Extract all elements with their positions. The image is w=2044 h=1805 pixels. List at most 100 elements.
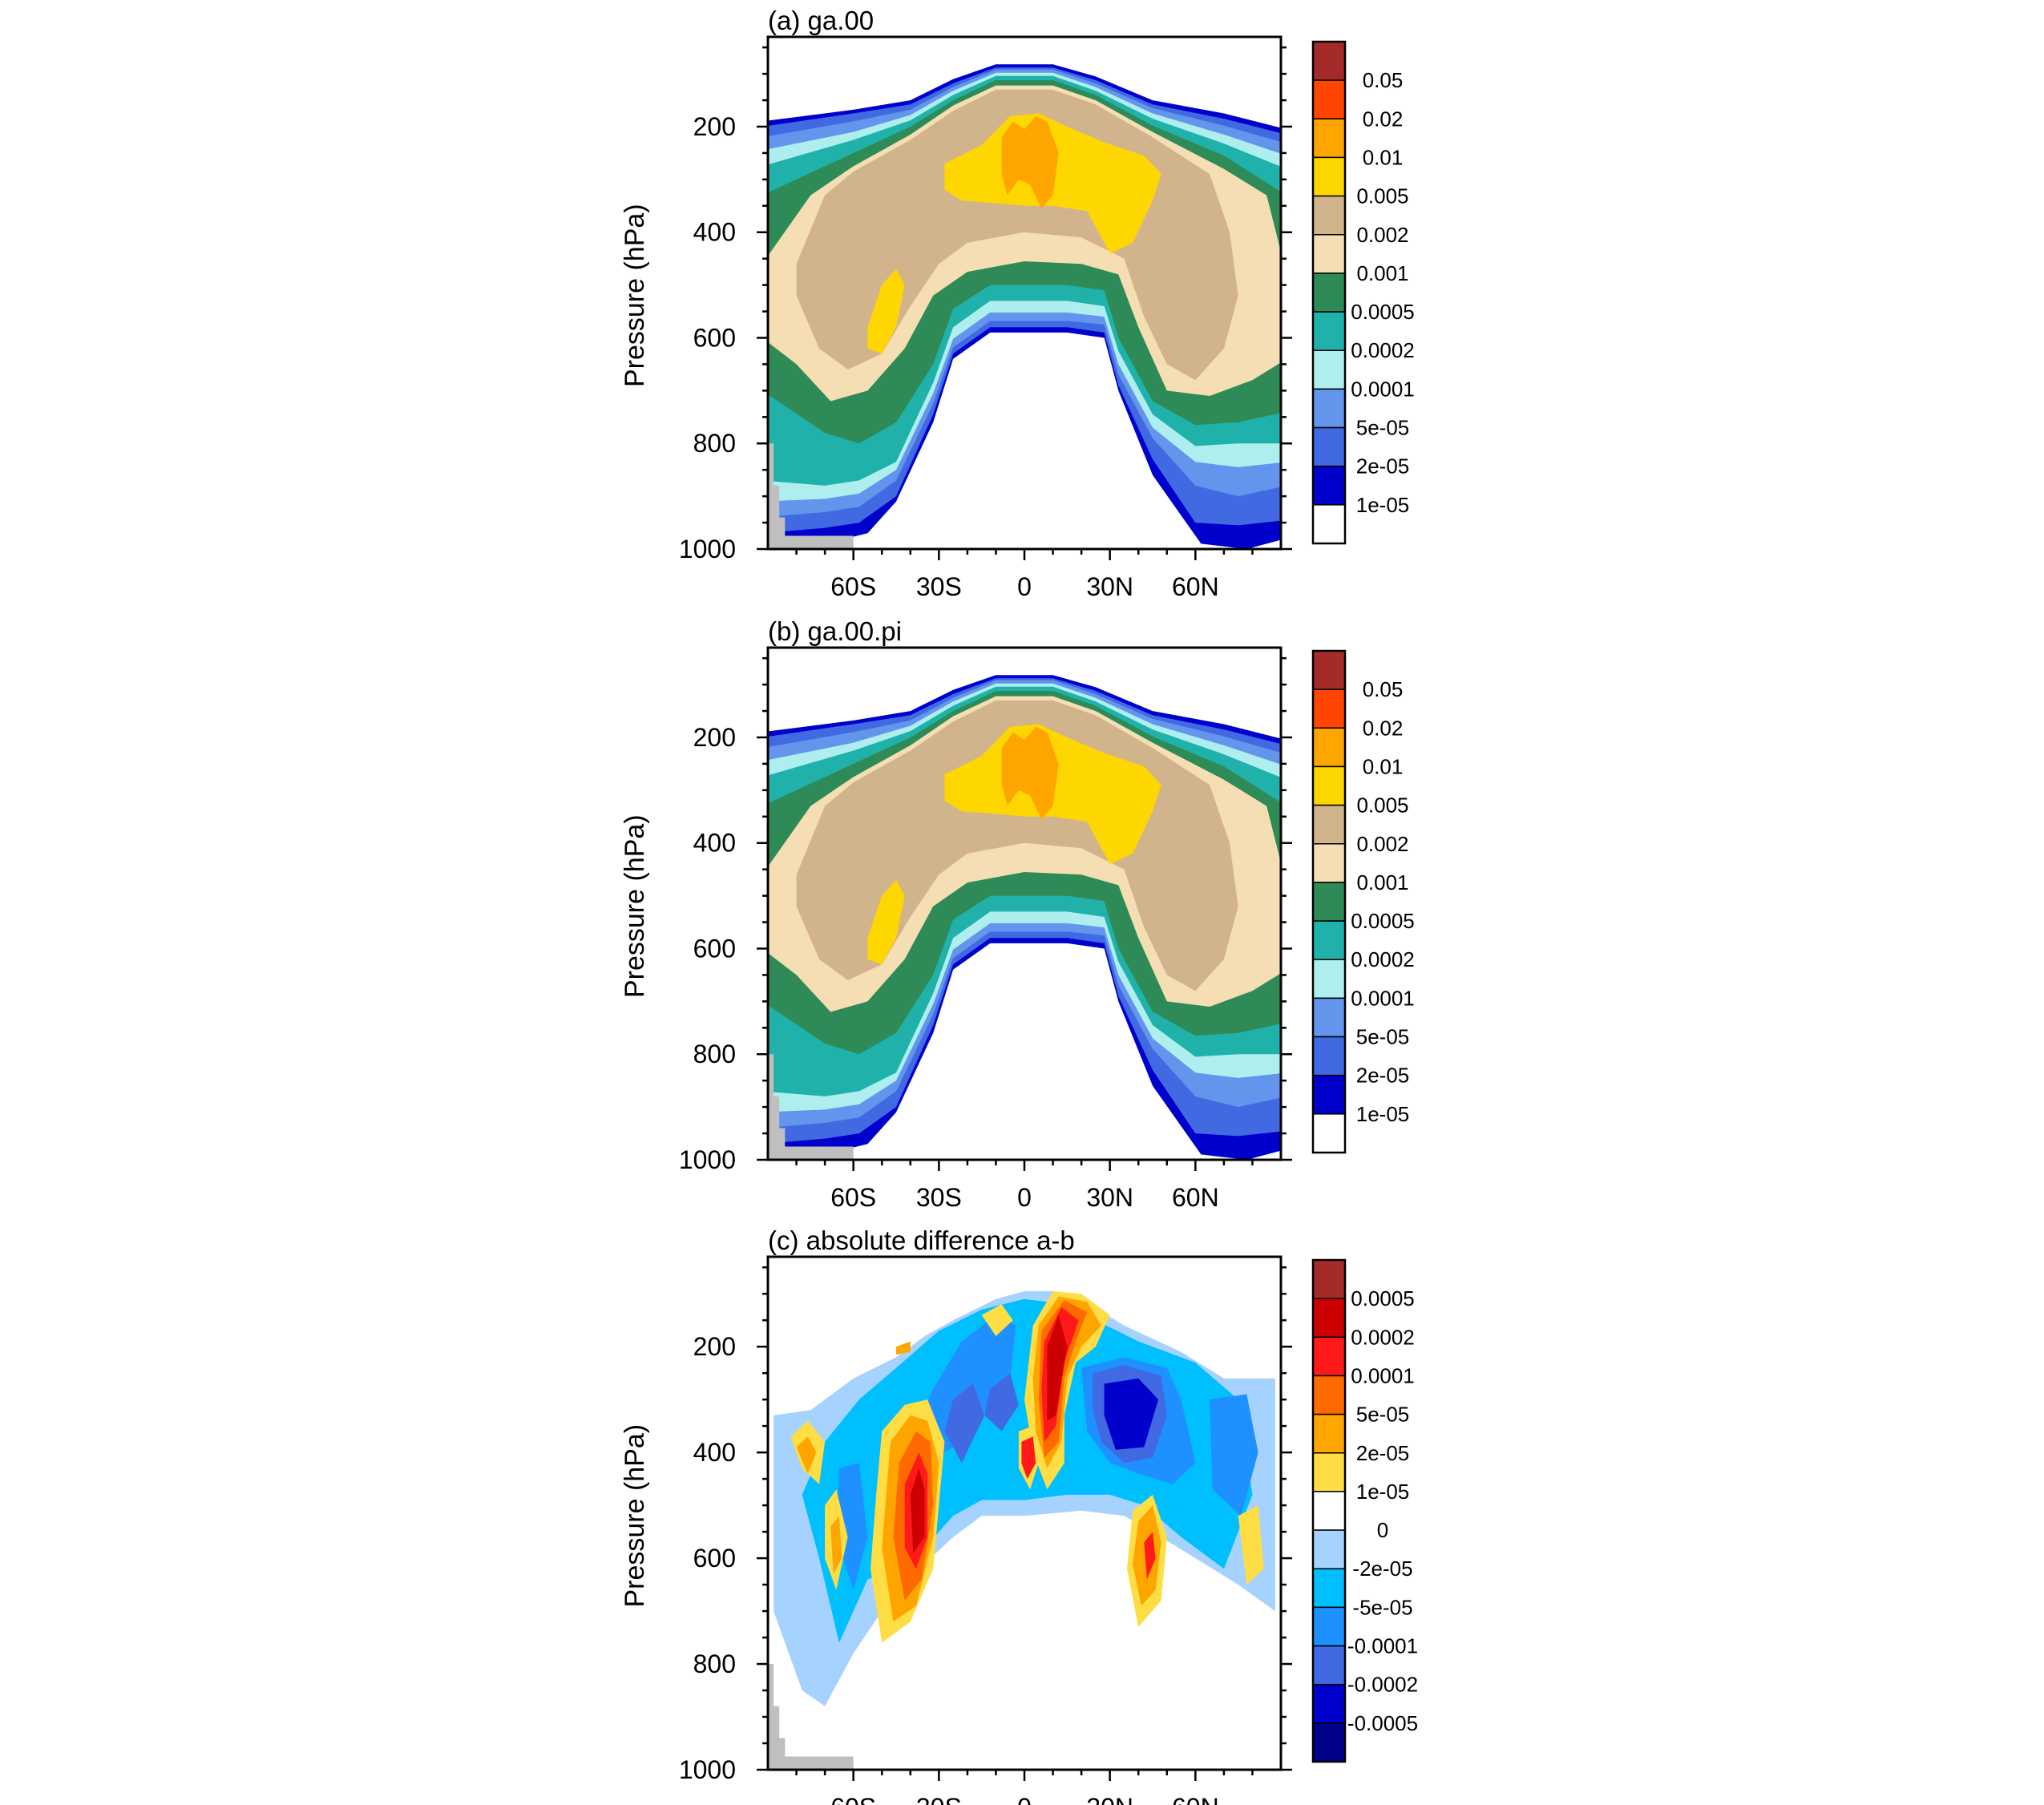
x-tick-label: 30N: [1086, 1793, 1133, 1805]
colorbar-swatch: [1312, 843, 1346, 883]
colorbar-label: 0.0002: [1351, 1325, 1415, 1349]
contour-band: [981, 1304, 1013, 1336]
colorbar-label: 0: [1377, 1518, 1388, 1542]
colorbar-swatch: [1312, 41, 1346, 81]
colorbar-label: -0.0001: [1347, 1634, 1418, 1658]
land-mask: [768, 1664, 854, 1770]
x-tick-label: 60S: [830, 1793, 876, 1805]
colorbar-label: 0.0002: [1351, 947, 1415, 971]
colorbar-swatch: [1312, 1259, 1346, 1299]
colorbar-swatch: [1312, 804, 1346, 845]
colorbar-label: 1e-05: [1356, 1102, 1410, 1126]
colorbar-swatch: [1312, 156, 1346, 197]
colorbar-swatch: [1312, 1413, 1346, 1454]
contour-band: [1144, 1532, 1156, 1580]
x-tick-label: 0: [1017, 572, 1032, 601]
contour-band: [1238, 1505, 1264, 1585]
colorbar-swatch: [1312, 1452, 1346, 1492]
colorbar-label: 0.05: [1363, 68, 1404, 92]
colorbar-swatch: [1312, 1568, 1346, 1609]
colorbar-label: 0.005: [1356, 793, 1408, 818]
colorbar-swatch: [1312, 1036, 1346, 1076]
y-axis-label: Pressure (hPa): [620, 1424, 650, 1608]
y-tick-label: 800: [693, 1040, 736, 1068]
colorbar-swatch: [1312, 388, 1346, 429]
colorbar-swatch: [1312, 727, 1346, 768]
colorbar-frame: [1311, 649, 1347, 1154]
colorbar-swatch: [1312, 1529, 1346, 1569]
x-tick-label: 0: [1017, 1183, 1032, 1212]
panel-0: 200 400 600 800 1000 60S 30S 0 30N 60N (a) ga.00 Pr…: [620, 6, 1415, 601]
y-tick-label: 400: [693, 1438, 736, 1467]
colorbar-label: -0.0005: [1347, 1711, 1418, 1735]
contour-band: [1210, 1394, 1258, 1516]
colorbar-label: 2e-05: [1356, 1441, 1410, 1465]
colorbar-label: 0.0002: [1351, 338, 1415, 362]
colorbar-swatch: [1312, 1645, 1346, 1686]
y-tick-label: 1000: [679, 1755, 736, 1784]
colorbar-label: 0.0001: [1351, 1363, 1415, 1387]
panel-title: (a) ga.00: [768, 6, 874, 35]
contour-band: [896, 1341, 911, 1355]
colorbar-label: 0.001: [1356, 261, 1408, 285]
y-tick-label: 400: [693, 829, 736, 858]
contour-band: [1021, 1436, 1036, 1480]
colorbar-swatch: [1312, 273, 1346, 313]
contour-band: [1104, 1378, 1159, 1450]
colorbar-swatch: [1312, 1336, 1346, 1377]
y-tick-label: 800: [693, 1650, 736, 1678]
x-tick-label: 0: [1017, 1793, 1032, 1805]
colorbar-swatch: [1312, 650, 1346, 690]
colorbar-label: -5e-05: [1352, 1595, 1412, 1619]
colorbar-label: 1e-05: [1356, 493, 1410, 517]
contour-band: [867, 879, 905, 965]
colorbar-label: 5e-05: [1356, 1403, 1410, 1427]
colorbar-label: 0.05: [1363, 677, 1404, 701]
colorbar-frame: [1311, 1258, 1347, 1763]
colorbar-swatch: [1312, 997, 1346, 1038]
y-tick-label: 600: [693, 1544, 736, 1573]
colorbar-label: 0.0001: [1351, 377, 1415, 401]
y-axis-label: Pressure (hPa): [620, 204, 650, 387]
panel-1: 200 400 600 800 1000 60S 30S 0 30N 60N (b) ga.00.p…: [620, 616, 1415, 1212]
colorbar-label: 0.02: [1363, 107, 1404, 131]
x-tick-label: 60N: [1172, 1183, 1219, 1212]
colorbar-swatch: [1312, 349, 1346, 390]
contour-band: [944, 1383, 985, 1464]
panel-title: (c) absolute difference a-b: [768, 1226, 1075, 1255]
colorbar-label: 2e-05: [1356, 454, 1410, 479]
contour-band: [836, 1463, 868, 1590]
y-tick-label: 200: [693, 112, 736, 141]
x-tick-label: 30N: [1086, 572, 1133, 601]
colorbar-label: 5e-05: [1356, 1025, 1410, 1049]
colorbar-label: 1e-05: [1356, 1480, 1410, 1504]
colorbar-label: 0.0005: [1351, 909, 1415, 933]
colorbar-swatch: [1312, 465, 1346, 506]
y-tick-label: 800: [693, 429, 736, 458]
colorbar-label: 0.0005: [1351, 300, 1415, 324]
x-tick-label: 30N: [1086, 1183, 1133, 1212]
contour-band: [830, 1516, 842, 1574]
x-tick-label: 60N: [1172, 572, 1219, 601]
colorbar-swatch: [1312, 1298, 1346, 1339]
x-tick-label: 30S: [916, 572, 962, 601]
colorbar-label: 5e-05: [1356, 416, 1410, 440]
colorbar-swatch: [1312, 1491, 1346, 1531]
x-tick-label: 60S: [830, 572, 876, 601]
colorbar-label: 0.002: [1356, 223, 1408, 247]
colorbar-swatch: [1312, 1606, 1346, 1647]
contour-band: [984, 1373, 1019, 1431]
y-tick-label: 200: [693, 723, 736, 752]
contour-band: [1001, 726, 1059, 820]
x-tick-label: 30S: [916, 1183, 962, 1212]
contour-band: [910, 1468, 925, 1553]
colorbar-swatch: [1312, 688, 1346, 729]
colorbar-swatch: [1312, 118, 1346, 159]
colorbar-label: 0.01: [1363, 145, 1404, 169]
colorbar-label: 0.01: [1363, 754, 1404, 778]
colorbar-label: -2e-05: [1352, 1557, 1412, 1581]
colorbar-label: 0.005: [1356, 184, 1408, 208]
colorbar-swatch: [1312, 1683, 1346, 1724]
contour-field: [768, 64, 1281, 549]
